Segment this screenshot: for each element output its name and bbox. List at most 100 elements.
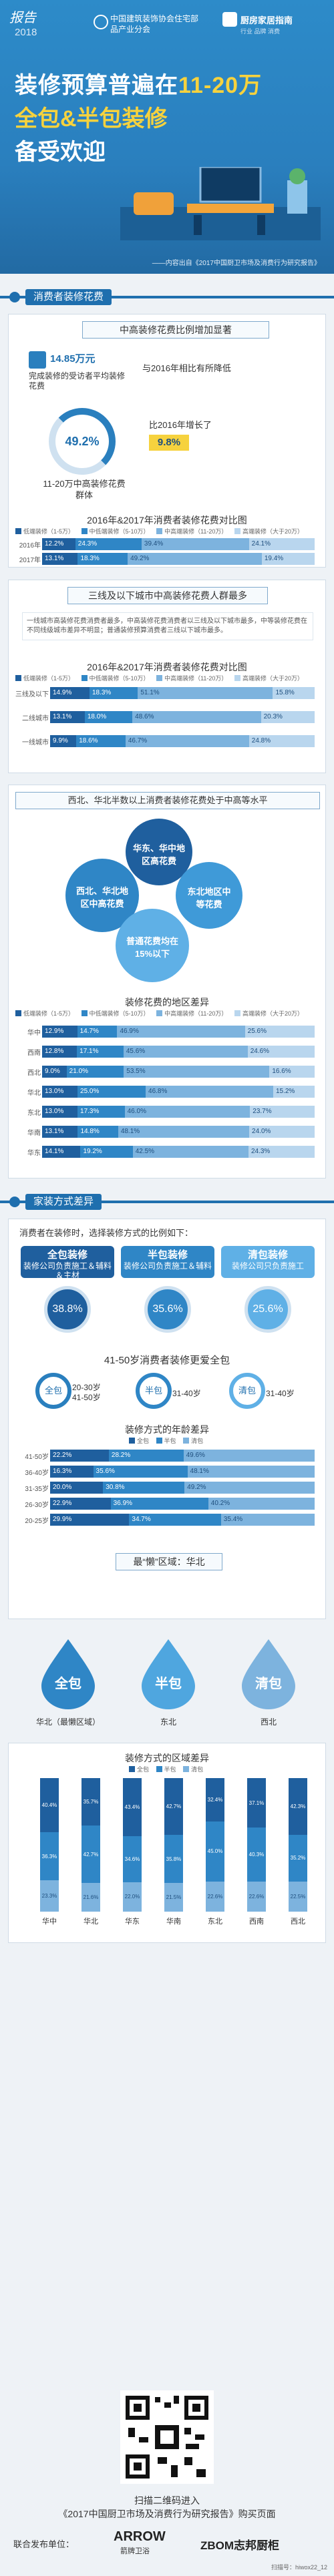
drop-half-icon <box>142 1639 195 1709</box>
source-citation: ——内容出自《2017中国厨卫市场及消费行为研究报告》 <box>152 260 321 267</box>
column-segment: 34.6% <box>123 1836 142 1882</box>
region-method-card: 装修方式的区域差异 全包 半包 清包 40.4% 36.3% 23.3% 华中 35.7… <box>8 1743 326 1943</box>
guide-name: 厨房家居指南 <box>240 15 293 25</box>
section-1-header: 消费者装修花费 <box>0 287 334 307</box>
bar-segment: 20.3% <box>261 711 315 723</box>
column-segment: 42.7% <box>81 1826 100 1883</box>
chart5-title: 装修方式的区域差异 <box>125 1753 209 1763</box>
bar-segment: 28.2% <box>108 1450 184 1462</box>
bar-segment: 24.6% <box>247 1046 315 1058</box>
pct-full: 38.8% <box>44 1286 91 1333</box>
growth-value: 9.8% <box>149 435 189 451</box>
bar-row-label: 华南 <box>27 1130 41 1137</box>
bar-segment: 17.3% <box>77 1106 125 1118</box>
age-full-ring: 全包 <box>35 1373 71 1409</box>
bubble-normal: 普通花费均在15%以下 <box>116 909 189 982</box>
column: 32.4% 45.0% 22.6% <box>206 1778 224 1912</box>
bar-segment: 13.1% <box>42 1126 78 1138</box>
bar-segment: 24.1% <box>248 538 315 550</box>
bar-segment: 46.0% <box>124 1106 251 1118</box>
region-banner: 最“懒”区域：华北 <box>116 1553 222 1570</box>
column-label: 华南 <box>166 1918 181 1926</box>
column-segment: 21.6% <box>81 1882 100 1912</box>
bar-segment: 20.0% <box>50 1482 104 1494</box>
column-segment: 23.3% <box>40 1880 59 1912</box>
column-segment: 42.3% <box>289 1778 307 1835</box>
bar-segment: 35.4% <box>220 1514 315 1526</box>
bar-row-label: 华东 <box>27 1150 41 1157</box>
section-bullet-icon <box>9 1197 20 1207</box>
living-room-illustration <box>120 167 321 240</box>
bar-row: 东北 13.0% 17.3% 46.0% 23.7% <box>9 1106 325 1118</box>
qr-code-icon[interactable] <box>120 2390 214 2484</box>
drop-half-region: 东北 <box>160 1717 176 1727</box>
brand-zbom-logo: ZBOM志邦厨柜 <box>200 2539 280 2552</box>
column-segment: 35.8% <box>164 1835 183 1883</box>
column-segment: 35.2% <box>289 1834 307 1882</box>
guide-logo-icon <box>222 12 237 27</box>
scan-line-1: 扫描二维码进入 <box>134 2495 200 2506</box>
scan-line-2: 《2017中国厨卫市场及消费行为研究报告》购买页面 <box>58 2509 276 2519</box>
bar-segment: 25.0% <box>77 1086 146 1098</box>
bar-row-label: 26-30岁 <box>25 1502 49 1509</box>
bar-row-label: 西南 <box>27 1050 41 1057</box>
bar-segment: 24.8% <box>248 735 315 747</box>
association-logo-icon <box>94 15 108 29</box>
bar-segment: 12.2% <box>42 538 75 550</box>
bar-row: 三线及以下 14.9% 18.3% 51.1% 15.8% <box>9 687 325 699</box>
bar-segment: 13.0% <box>42 1106 78 1118</box>
bar-row: 华中 12.9% 14.7% 46.9% 25.6% <box>9 1026 325 1038</box>
bar-segment: 30.8% <box>103 1482 185 1494</box>
chart1-title: 2016年&2017年消费者装修花费对比图 <box>87 515 247 525</box>
drop-clear-region: 西北 <box>260 1717 277 1727</box>
bar-row: 2016年 12.2% 24.3% 39.4% 24.1% <box>9 538 325 550</box>
chart3-title: 装修花费的地区差异 <box>125 997 209 1008</box>
column: 43.4% 34.6% 22.0% <box>123 1778 142 1912</box>
growth-text: 比2016年增长了 <box>149 420 212 430</box>
city-tier-card: 三线及以下城市中高装修花费人群最多 一线城市高装修花费消费者最多，中高装修花费消… <box>8 580 326 773</box>
section-2-header: 家装方式差异 <box>0 1192 334 1212</box>
bar-row: 41-50岁 22.2% 28.2% 49.6% <box>9 1450 325 1462</box>
report-year: 2018 <box>15 27 37 38</box>
bar-segment: 18.3% <box>89 687 138 699</box>
column: 42.7% 35.8% 21.5% <box>164 1778 183 1912</box>
bar-segment: 36.9% <box>110 1498 208 1510</box>
wechat-id: 扫描号：hiwox22_12 <box>271 2564 327 2571</box>
chart2-legend: 低端装修（1-5万） 中低端装修（5-10万） 中高端装修（11-20万） 高端… <box>15 674 309 682</box>
bar-segment: 51.1% <box>138 687 273 699</box>
banner-city-tier: 三线及以下城市中高装修花费人群最多 <box>67 587 268 604</box>
bar-row-label: 31-35岁 <box>25 1486 49 1493</box>
bar-segment: 13.0% <box>42 1086 78 1098</box>
ring-caption: 11-20万中高装修花费群体 <box>43 479 126 500</box>
bar-segment: 17.1% <box>77 1046 124 1058</box>
guide-subtitle: 行业 品牌 消费 <box>240 28 281 35</box>
bar-row: 2017年 13.1% 18.3% 49.2% 19.4% <box>9 553 325 565</box>
column-segment: 43.4% <box>123 1778 142 1836</box>
column-segment: 22.6% <box>247 1881 266 1912</box>
title-line-1: 装修预算普遍在11-20万 <box>15 67 262 99</box>
bar-segment: 14.1% <box>42 1146 81 1158</box>
bar-row-label: 东北 <box>27 1110 41 1117</box>
column-segment: 32.4% <box>206 1778 224 1821</box>
age-full-range: 20-30岁 41-50岁 <box>72 1383 101 1402</box>
bar-row: 31-35岁 20.0% 30.8% 49.2% <box>9 1482 325 1494</box>
hero-header: 报告 2018 中国建筑装饰协会住宅部品产业分会 厨房家居指南 行业 品牌 消费… <box>0 0 334 274</box>
avg-spend-compare: 与2016年相比有所降低 <box>142 363 231 373</box>
region-card: 西北、华北半数以上消费者装修花费处于中高等水平 华东、华中地区高花费 西北、华北… <box>8 785 326 1178</box>
title-line-1a: 装修预算普遍在 <box>15 73 178 98</box>
title-line-2: 全包&半包装修 <box>15 106 168 132</box>
bar-segment: 48.6% <box>132 711 261 723</box>
bar-segment: 21.0% <box>66 1066 124 1078</box>
bar-segment: 25.6% <box>244 1026 315 1038</box>
money-icon <box>29 351 46 369</box>
bar-row: 华东 14.1% 19.2% 42.5% 24.3% <box>9 1146 325 1158</box>
brand-arrow-logo: ARROW <box>114 2529 166 2544</box>
column-segment: 40.4% <box>40 1778 59 1832</box>
title-line-1b: 11-20万 <box>178 73 263 98</box>
bar-segment: 46.9% <box>117 1026 245 1038</box>
banner-mid-high-increase: 中高装修花费比例增加显著 <box>82 321 269 339</box>
bar-segment: 40.2% <box>208 1498 315 1510</box>
pct-clear: 25.6% <box>244 1286 291 1333</box>
bar-segment: 19.2% <box>80 1146 133 1158</box>
